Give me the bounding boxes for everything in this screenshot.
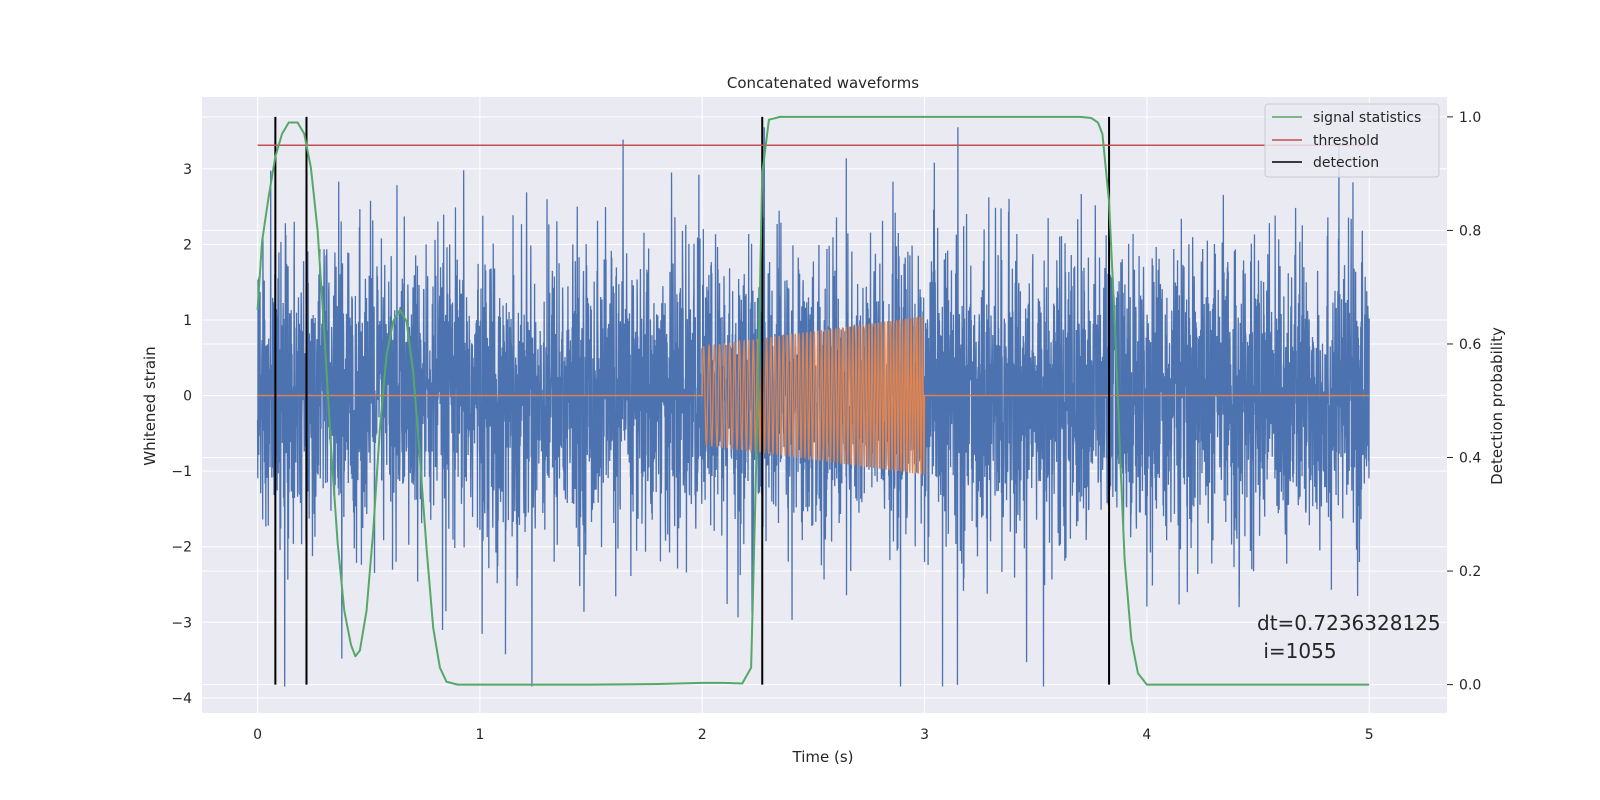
y2-tick-label: 0.6 — [1459, 337, 1481, 353]
chart-title: Concatenated waveforms — [727, 74, 919, 92]
x-tick-label: 4 — [1142, 727, 1151, 743]
y-tick-label: −1 — [171, 464, 192, 480]
y2-axis-label: Detection probability — [1488, 327, 1506, 485]
y2-tick-label: 0.0 — [1459, 678, 1481, 694]
y-tick-label: −4 — [171, 691, 192, 707]
legend: signal statistics threshold detection — [1264, 103, 1440, 178]
y-tick-label: 1 — [183, 313, 192, 329]
y-tick-label: 2 — [183, 237, 192, 253]
x-axis-label: Time (s) — [792, 748, 854, 766]
y-tick-label: 0 — [183, 389, 192, 405]
signal-statistics-line — [256, 115, 1370, 686]
injected-chirp-line — [257, 316, 1370, 475]
x-axis: 0 1 2 3 4 5 — [253, 727, 1374, 743]
strain-noise-line — [256, 127, 1370, 687]
y-axis-label: Whitened strain — [141, 346, 159, 465]
x-tick-label: 0 — [253, 727, 262, 743]
y2-tick-label: 1.0 — [1459, 110, 1481, 126]
x-tick-label: 5 — [1365, 727, 1374, 743]
x-tick-label: 1 — [475, 727, 484, 743]
legend-label-detection: detection — [1313, 155, 1379, 171]
legend-label-threshold: threshold — [1313, 133, 1379, 149]
annotation-i: i=1055 — [1257, 639, 1337, 663]
y-tick-label: −3 — [171, 615, 192, 631]
y2-tick-label: 0.2 — [1459, 564, 1481, 580]
legend-box — [1264, 103, 1440, 178]
y-tick-label: −2 — [171, 540, 192, 556]
annotation-dt: dt=0.7236328125 — [1257, 611, 1441, 635]
y2-tick-label: 0.4 — [1459, 451, 1481, 467]
y-tick-label: 3 — [183, 162, 192, 178]
x-tick-label: 2 — [698, 727, 707, 743]
y-axis-right: 0.0 0.2 0.4 0.6 0.8 1.0 — [1447, 110, 1481, 694]
plot-area — [256, 115, 1370, 687]
y-axis-left: −4 −3 −2 −1 0 1 2 3 — [171, 162, 192, 707]
y2-tick-label: 0.8 — [1459, 223, 1481, 239]
x-tick-label: 3 — [920, 727, 929, 743]
legend-label-signal-statistics: signal statistics — [1313, 110, 1421, 126]
